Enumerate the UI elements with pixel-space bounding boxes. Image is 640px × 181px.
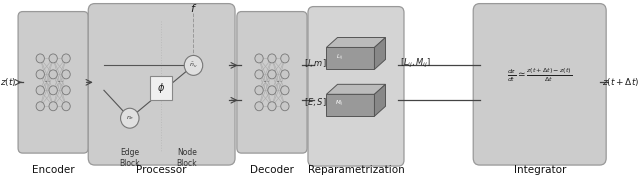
Text: ···: ···	[43, 78, 51, 87]
Circle shape	[281, 54, 289, 63]
Circle shape	[62, 86, 70, 95]
Circle shape	[49, 102, 58, 111]
Text: Integrator: Integrator	[513, 165, 566, 175]
Text: $\bar{n}_v$: $\bar{n}_v$	[189, 61, 198, 70]
Circle shape	[62, 102, 70, 111]
FancyBboxPatch shape	[473, 4, 606, 165]
Circle shape	[255, 70, 263, 79]
Circle shape	[281, 70, 289, 79]
Text: ···: ···	[275, 78, 282, 87]
Circle shape	[62, 54, 70, 63]
Circle shape	[49, 70, 58, 79]
Text: $\phi$: $\phi$	[157, 81, 165, 95]
Circle shape	[62, 70, 70, 79]
Text: ···: ···	[262, 78, 269, 87]
Text: $z(t)$: $z(t)$	[0, 76, 16, 88]
Circle shape	[255, 54, 263, 63]
Text: $f$: $f$	[190, 2, 197, 14]
Circle shape	[255, 86, 263, 95]
FancyBboxPatch shape	[88, 4, 235, 165]
FancyBboxPatch shape	[308, 7, 404, 166]
Circle shape	[255, 102, 263, 111]
Text: Edge
Block: Edge Block	[120, 148, 140, 167]
Text: Encoder: Encoder	[32, 165, 74, 175]
Polygon shape	[374, 84, 385, 116]
FancyBboxPatch shape	[18, 12, 88, 153]
Text: Node
Block: Node Block	[177, 148, 197, 167]
Text: Reparametrization: Reparametrization	[308, 165, 404, 175]
Circle shape	[184, 55, 203, 75]
Circle shape	[49, 86, 58, 95]
FancyBboxPatch shape	[237, 12, 307, 153]
Circle shape	[268, 54, 276, 63]
Circle shape	[268, 70, 276, 79]
Polygon shape	[374, 37, 385, 69]
Text: $[l, m]$: $[l, m]$	[304, 57, 327, 69]
Circle shape	[36, 102, 44, 111]
Circle shape	[268, 102, 276, 111]
Text: $L_{ij}$: $L_{ij}$	[336, 52, 343, 62]
Circle shape	[281, 86, 289, 95]
Text: $n_e$: $n_e$	[125, 114, 134, 122]
Text: ···: ···	[56, 78, 63, 87]
Circle shape	[36, 86, 44, 95]
Circle shape	[120, 108, 139, 128]
Text: Processor: Processor	[136, 165, 187, 175]
Text: $\frac{dz}{dt} \simeq \frac{z(t+\Delta t)-z(t)}{\Delta t}$: $\frac{dz}{dt} \simeq \frac{z(t+\Delta t…	[507, 67, 572, 84]
Circle shape	[281, 102, 289, 111]
Polygon shape	[326, 47, 374, 69]
Polygon shape	[326, 37, 385, 47]
Circle shape	[36, 70, 44, 79]
Circle shape	[36, 54, 44, 63]
Circle shape	[49, 54, 58, 63]
Polygon shape	[326, 94, 374, 116]
Polygon shape	[326, 84, 385, 94]
FancyBboxPatch shape	[150, 76, 172, 100]
Text: $M_{ij}$: $M_{ij}$	[335, 99, 344, 109]
Text: $[E, S]$: $[E, S]$	[304, 96, 327, 108]
Text: $[L_{ij}, M_{ij}]$: $[L_{ij}, M_{ij}]$	[400, 57, 431, 70]
Text: $z(t+\Delta t)$: $z(t+\Delta t)$	[602, 76, 639, 88]
Circle shape	[268, 86, 276, 95]
Text: Decoder: Decoder	[250, 165, 294, 175]
